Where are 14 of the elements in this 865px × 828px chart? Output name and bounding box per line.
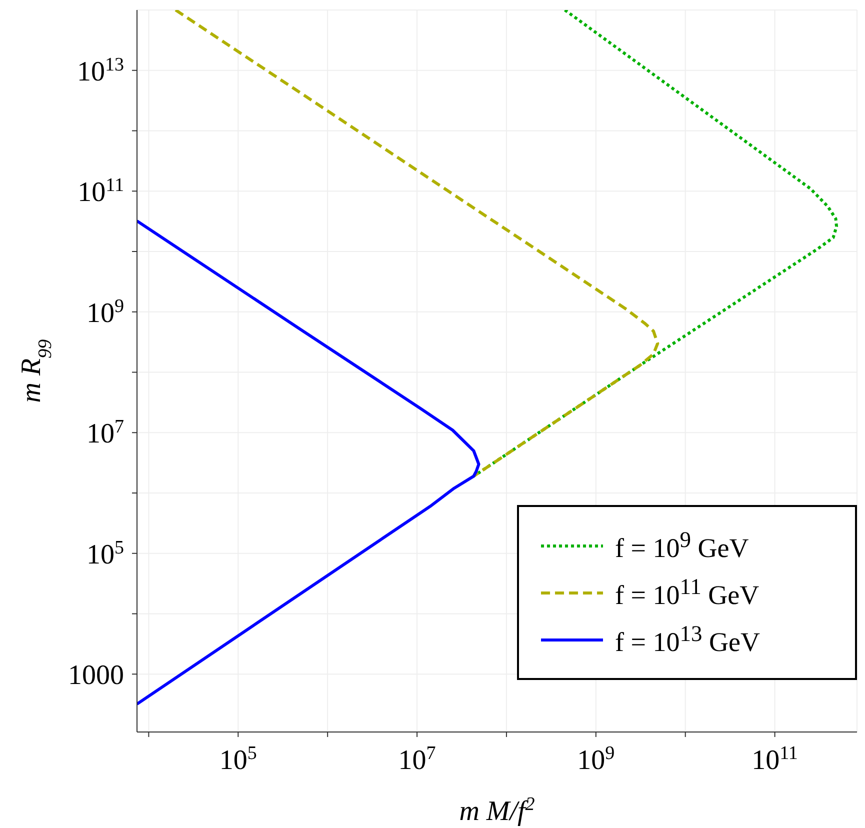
y-tick-label: 10$^{9}$ xyxy=(86,295,124,329)
x-axis-title: m M/f$^{2}$ xyxy=(459,794,536,827)
y-tick-label: 1000 xyxy=(68,660,124,692)
y-tick-label: 10$^{11}$ xyxy=(78,174,124,208)
x-tick-label: 10$^{7}$ xyxy=(398,742,436,776)
x-tick-label: 10$^{9}$ xyxy=(577,742,615,776)
legend-label: f = 10$^{13}$ GeV xyxy=(615,621,760,658)
legend-label: f = 10$^{11}$ GeV xyxy=(615,574,760,611)
legend-label: f = 10$^{9}$ GeV xyxy=(615,527,749,564)
x-tick-label: 10$^{5}$ xyxy=(219,742,257,776)
x-tick-label: 10$^{11}$ xyxy=(752,742,798,776)
y-tick-label: 10$^{13}$ xyxy=(76,54,124,88)
y-tick-label: 10$^{5}$ xyxy=(86,536,124,570)
y-tick-label: 10$^{7}$ xyxy=(86,416,124,450)
